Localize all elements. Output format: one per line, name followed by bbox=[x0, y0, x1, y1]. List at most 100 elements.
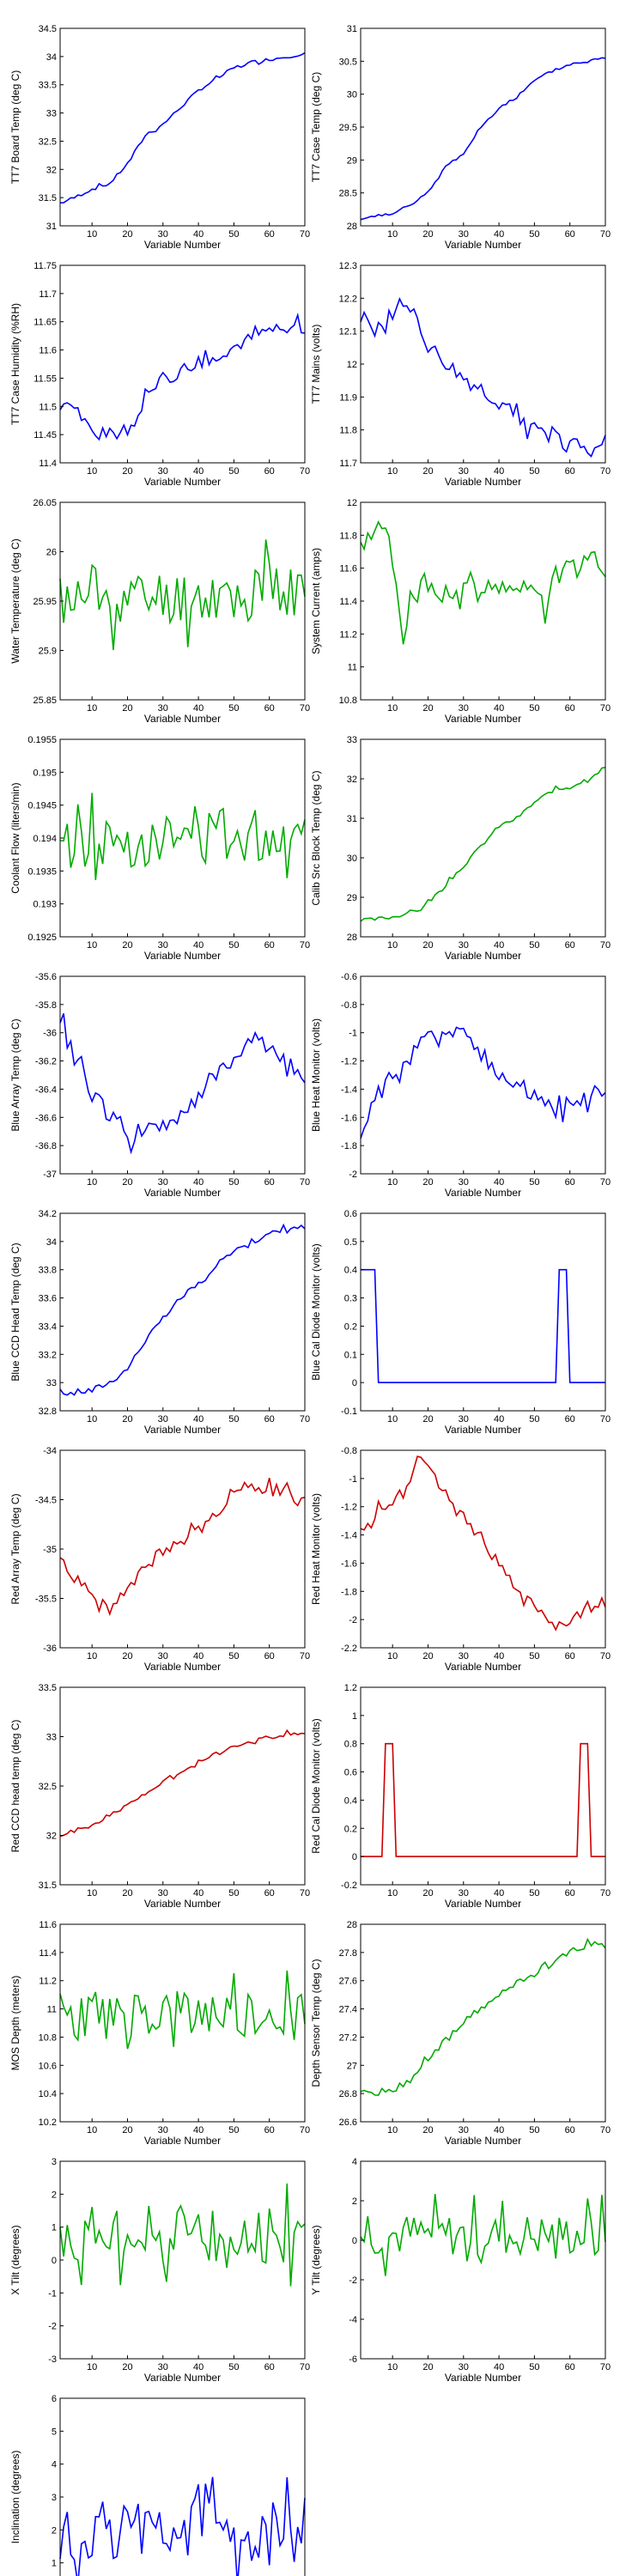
series-line bbox=[360, 2194, 606, 2276]
x-tick-label: 10 bbox=[87, 1177, 97, 1188]
y-tick-label: -35.8 bbox=[35, 1000, 57, 1011]
y-tick-label: -4 bbox=[349, 2315, 357, 2325]
y-tick-label: 26.05 bbox=[33, 498, 57, 508]
y-tick-label: 0.4 bbox=[344, 1266, 357, 1276]
y-tick-label: -34 bbox=[43, 1446, 57, 1456]
y-tick-label: 12 bbox=[347, 498, 357, 508]
x-tick-label: 10 bbox=[387, 1888, 398, 1899]
y-tick-label: 33.8 bbox=[39, 1266, 57, 1276]
x-tick-label: 40 bbox=[494, 1888, 504, 1899]
x-axis-label: Variable Number bbox=[445, 1898, 521, 1910]
x-tick-label: 70 bbox=[600, 1414, 611, 1425]
x-tick-label: 50 bbox=[228, 1414, 239, 1425]
y-tick-label: 31 bbox=[347, 24, 357, 34]
x-tick-label: 60 bbox=[565, 2125, 575, 2136]
x-tick-label: 40 bbox=[193, 2362, 204, 2372]
x-tick-label: 50 bbox=[529, 1888, 539, 1899]
x-tick-label: 20 bbox=[422, 229, 433, 240]
x-tick-label: 40 bbox=[193, 1651, 204, 1662]
x-tick-label: 40 bbox=[494, 940, 504, 951]
y-tick-label: 28 bbox=[347, 933, 357, 943]
subplot-3: 10 20 30 40 50 60 70 11.4 11.45 11.5 11.55 11.6 11.6… bbox=[9, 261, 310, 488]
x-tick-label: 20 bbox=[122, 2125, 132, 2136]
y-axis-label: Depth Sensor Temp (deg C) bbox=[310, 1959, 322, 2087]
x-tick-label: 20 bbox=[422, 1177, 433, 1188]
series-line bbox=[360, 57, 606, 221]
y-tick-label: -34.5 bbox=[35, 1496, 57, 1506]
subplot-13: 10 20 30 40 50 60 70 -36 -35.5 -35 -34.5 -34 Variabl… bbox=[9, 1446, 310, 1673]
y-tick-label: 27.2 bbox=[339, 2032, 357, 2043]
y-tick-label: 2 bbox=[52, 2525, 57, 2536]
x-tick-label: 50 bbox=[529, 2362, 539, 2372]
x-tick-label: 20 bbox=[422, 1888, 433, 1899]
y-tick-label: 11.8 bbox=[339, 531, 357, 541]
y-tick-label: 28 bbox=[347, 222, 357, 232]
plot-frame bbox=[59, 1449, 306, 1649]
x-tick-label: 70 bbox=[300, 703, 310, 714]
y-tick-label: -35.5 bbox=[35, 1595, 57, 1605]
y-tick-label: -36.8 bbox=[35, 1141, 57, 1151]
x-tick-label: 60 bbox=[264, 940, 275, 951]
x-tick-label: 10 bbox=[87, 1414, 97, 1425]
x-tick-label: 10 bbox=[387, 2362, 398, 2372]
y-tick-label: 34 bbox=[46, 1237, 57, 1248]
x-tick-label: 70 bbox=[300, 1651, 310, 1662]
x-tick-label: 70 bbox=[300, 1177, 310, 1188]
x-tick-label: 30 bbox=[158, 940, 168, 951]
x-axis-label: Variable Number bbox=[144, 476, 221, 488]
x-tick-label: 50 bbox=[228, 1888, 239, 1899]
x-tick-label: 40 bbox=[193, 229, 204, 240]
x-tick-label: 70 bbox=[600, 2362, 611, 2372]
y-axis-label: Blue Heat Monitor (volts) bbox=[310, 1018, 322, 1132]
y-tick-label: -2 bbox=[48, 2322, 57, 2332]
series-line bbox=[59, 1223, 306, 1396]
series-line bbox=[360, 1455, 606, 1631]
y-tick-label: 32.8 bbox=[39, 1406, 57, 1417]
x-tick-label: 70 bbox=[300, 2362, 310, 2372]
y-tick-label: 27 bbox=[347, 2061, 357, 2071]
series-line bbox=[360, 766, 606, 922]
series-line bbox=[59, 52, 306, 204]
subplot-9: 10 20 30 40 50 60 70 -37 -36.8 -36.6 -36.4 -36.2 -36… bbox=[9, 972, 310, 1199]
y-tick-label: -36.4 bbox=[35, 1084, 57, 1095]
x-tick-label: 10 bbox=[387, 2125, 398, 2136]
y-tick-label: 0.4 bbox=[344, 1795, 357, 1806]
x-tick-label: 20 bbox=[122, 1651, 132, 1662]
y-tick-label: 10.8 bbox=[39, 2032, 57, 2043]
y-tick-label: 0.193 bbox=[33, 900, 57, 910]
y-tick-label: -1.2 bbox=[341, 1503, 357, 1513]
y-tick-label: 6 bbox=[52, 2394, 57, 2404]
y-tick-label: 0 bbox=[52, 2256, 57, 2266]
y-tick-label: 4 bbox=[52, 2460, 57, 2470]
x-tick-label: 20 bbox=[122, 1414, 132, 1425]
x-tick-label: 10 bbox=[87, 703, 97, 714]
x-tick-label: 50 bbox=[228, 466, 239, 477]
y-tick-label: -1 bbox=[349, 1474, 357, 1485]
y-tick-label: 1 bbox=[52, 2223, 57, 2233]
series-line bbox=[59, 2183, 306, 2287]
subplot-16: 10 20 30 40 50 60 70 -0.2 0 0.2 0.4 0.6 0.8 1 1.2 Varia… bbox=[310, 1683, 611, 1910]
y-tick-label: 27.4 bbox=[339, 2005, 357, 2015]
y-tick-label: 11.2 bbox=[39, 1977, 57, 1987]
x-axis-label: Variable Number bbox=[445, 713, 521, 725]
y-tick-label: 32 bbox=[46, 1832, 57, 1842]
series-line bbox=[59, 1478, 306, 1617]
x-tick-label: 60 bbox=[264, 2362, 275, 2372]
y-tick-label: -36 bbox=[43, 1643, 57, 1654]
subplot-1: 10 20 30 40 50 60 70 31 31.5 32 32.5 33 33.5 34 34.5 Va… bbox=[9, 24, 310, 251]
y-axis-label: Inclination (degrees) bbox=[9, 2451, 21, 2544]
plot-frame bbox=[360, 975, 606, 1175]
y-tick-label: 0.6 bbox=[344, 1209, 357, 1219]
x-tick-label: 50 bbox=[228, 229, 239, 240]
y-axis-label: Blue Array Temp (deg C) bbox=[9, 1018, 21, 1131]
subplot-11: 10 20 30 40 50 60 70 32.8 33 33.2 33.4 33.6 33.8 34 34… bbox=[9, 1209, 310, 1436]
y-tick-label: 11.4 bbox=[39, 1948, 57, 1959]
x-axis-label: Variable Number bbox=[144, 1187, 221, 1199]
x-tick-label: 30 bbox=[459, 940, 469, 951]
y-tick-label: -1 bbox=[48, 2288, 57, 2299]
x-tick-label: 10 bbox=[387, 703, 398, 714]
y-tick-label: 0.6 bbox=[344, 1768, 357, 1778]
subplot-2: 10 20 30 40 50 60 70 28 28.5 29 29.5 30 30.5 31 Variab… bbox=[310, 24, 611, 251]
y-tick-label: 33.6 bbox=[39, 1294, 57, 1304]
y-axis-label: Red Array Temp (deg C) bbox=[9, 1493, 21, 1604]
